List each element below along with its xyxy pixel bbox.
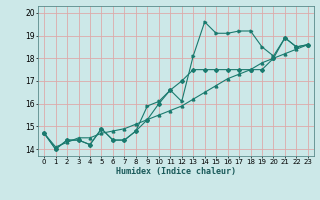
- X-axis label: Humidex (Indice chaleur): Humidex (Indice chaleur): [116, 167, 236, 176]
